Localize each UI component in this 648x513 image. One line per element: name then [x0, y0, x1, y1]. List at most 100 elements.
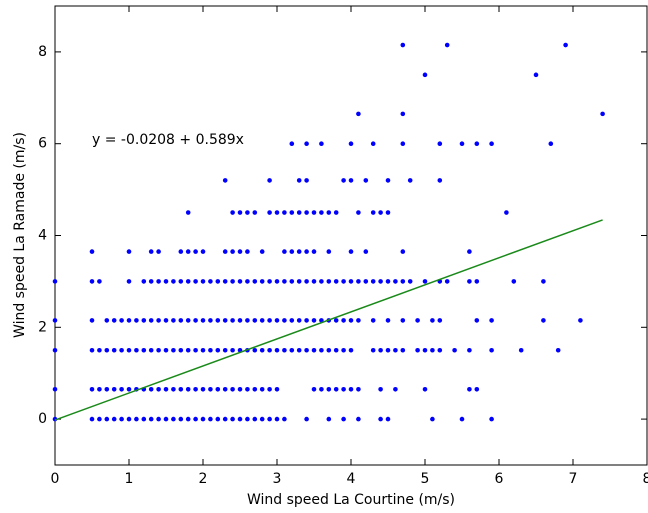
point [111, 416, 117, 422]
point [304, 249, 309, 254]
point [245, 416, 250, 422]
point [222, 347, 228, 353]
point [104, 347, 110, 353]
fit-annotation: y = -0.0208 + 0.589x [92, 132, 244, 148]
point [252, 386, 258, 392]
point [400, 111, 406, 117]
point [474, 141, 480, 146]
point [319, 347, 324, 353]
point [171, 386, 176, 392]
point [548, 141, 554, 146]
point [289, 279, 295, 284]
point [252, 347, 258, 353]
point [97, 347, 102, 353]
point [370, 210, 376, 215]
point [185, 249, 191, 254]
point [215, 279, 221, 284]
point [208, 318, 213, 323]
point [156, 386, 161, 392]
point [259, 318, 265, 323]
point [415, 347, 420, 353]
point [178, 279, 184, 284]
point [259, 249, 265, 254]
x-axis-label: Wind speed La Courtine (m/s) [247, 492, 455, 508]
point [489, 416, 494, 422]
point [185, 347, 191, 353]
point [104, 318, 110, 323]
point [341, 178, 346, 183]
point [370, 141, 376, 146]
point [437, 347, 443, 353]
point [259, 416, 265, 422]
point [474, 386, 480, 392]
point [185, 416, 191, 422]
point [326, 347, 332, 353]
point [282, 279, 287, 284]
point [267, 210, 272, 215]
point [378, 279, 383, 284]
point [296, 210, 302, 215]
x-tick-label: 0 [51, 471, 60, 487]
point [467, 279, 472, 284]
y-tick-label: 2 [38, 319, 47, 335]
point [193, 347, 198, 353]
point [311, 347, 317, 353]
point [178, 416, 184, 422]
x-tick-label: 3 [273, 471, 282, 487]
point [215, 416, 221, 422]
point [407, 279, 413, 284]
point [282, 210, 287, 215]
point [378, 210, 383, 215]
point [200, 249, 206, 254]
point [208, 416, 213, 422]
point [437, 318, 443, 323]
point [163, 416, 169, 422]
point [237, 416, 243, 422]
point [430, 347, 435, 353]
point [222, 178, 228, 183]
point [267, 416, 272, 422]
point [282, 347, 287, 353]
point [230, 318, 235, 323]
point [215, 347, 221, 353]
point [126, 347, 132, 353]
point [452, 347, 457, 353]
point [385, 178, 391, 183]
point [237, 210, 243, 215]
point [97, 386, 102, 392]
point [237, 386, 243, 392]
point [385, 318, 391, 323]
point [444, 42, 450, 48]
point [119, 416, 124, 422]
point [341, 347, 346, 353]
point [111, 386, 117, 392]
point [422, 386, 428, 392]
point [222, 318, 228, 323]
point [274, 279, 280, 284]
point [200, 279, 206, 284]
point [541, 318, 546, 323]
point [304, 210, 309, 215]
point [259, 347, 265, 353]
point [215, 386, 221, 392]
point [134, 318, 139, 323]
point [363, 249, 369, 254]
point [52, 347, 58, 353]
point [52, 318, 58, 323]
point [111, 347, 117, 353]
point [178, 386, 184, 392]
point [348, 279, 354, 284]
point [378, 386, 383, 392]
point [89, 279, 95, 284]
point [259, 279, 265, 284]
point [185, 386, 191, 392]
x-tick-label: 7 [569, 471, 578, 487]
point [400, 141, 406, 146]
point [311, 386, 317, 392]
point [341, 386, 346, 392]
point [215, 318, 221, 323]
point [171, 347, 176, 353]
point [356, 111, 361, 117]
